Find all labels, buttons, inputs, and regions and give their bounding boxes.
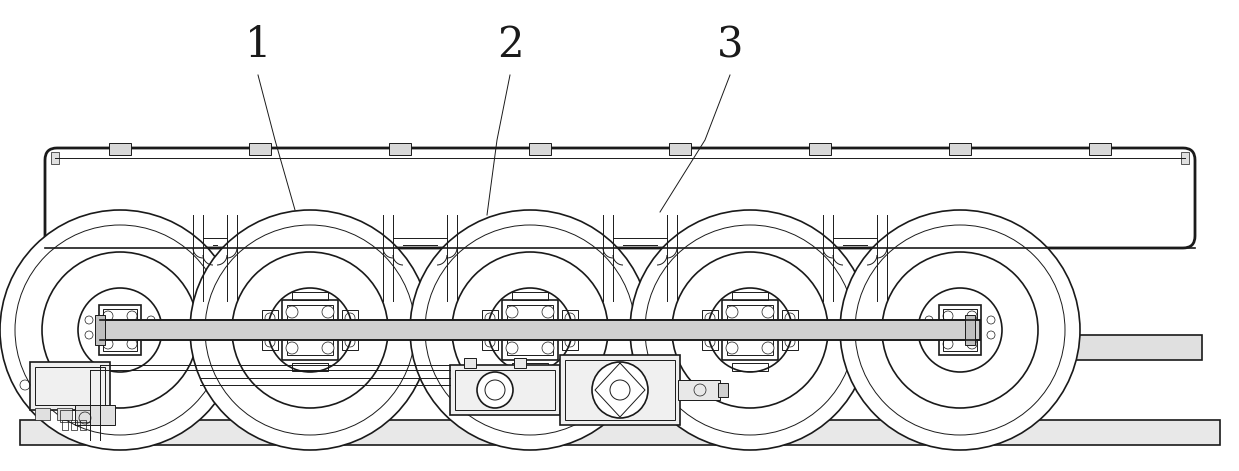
Bar (722, 300, 778, 360)
Bar (62, 420, 68, 430)
Circle shape (204, 225, 415, 435)
Bar (1089, 143, 1111, 155)
Circle shape (629, 210, 870, 450)
Bar (717, 383, 729, 397)
Bar (38, 335, 1202, 360)
Bar (35, 408, 50, 420)
Circle shape (762, 342, 774, 354)
Bar (512, 363, 548, 371)
Bar (1181, 152, 1189, 164)
Circle shape (232, 252, 388, 408)
Circle shape (882, 252, 1038, 408)
Bar (57, 408, 72, 420)
Circle shape (410, 210, 650, 450)
Bar (109, 143, 131, 155)
Bar (81, 420, 85, 430)
Bar (30, 362, 110, 410)
Circle shape (840, 210, 1080, 450)
Text: 3: 3 (716, 24, 743, 66)
Bar (261, 310, 278, 350)
Bar (51, 152, 59, 164)
Bar (463, 358, 476, 368)
Bar (35, 367, 105, 405)
Bar (678, 380, 720, 400)
Circle shape (108, 318, 133, 342)
Circle shape (855, 225, 1066, 435)
Circle shape (15, 225, 225, 435)
Bar (71, 420, 77, 430)
Bar (949, 143, 971, 155)
Bar (287, 305, 333, 355)
Bar (669, 143, 691, 155)
Bar (389, 143, 411, 155)
Circle shape (452, 252, 608, 408)
Bar (565, 360, 675, 420)
Circle shape (488, 288, 572, 372)
Circle shape (738, 318, 762, 342)
Bar (455, 370, 555, 410)
Bar (732, 363, 768, 371)
Bar (727, 305, 773, 355)
Circle shape (286, 342, 299, 354)
Circle shape (0, 210, 240, 450)
Circle shape (268, 288, 352, 372)
Circle shape (42, 252, 198, 408)
Bar (512, 292, 548, 300)
Bar (560, 355, 680, 425)
FancyBboxPatch shape (45, 148, 1194, 248)
Bar (563, 310, 579, 350)
Bar (282, 300, 338, 360)
Circle shape (506, 306, 518, 318)
Circle shape (541, 342, 554, 354)
Circle shape (78, 288, 162, 372)
Text: 1: 1 (245, 24, 271, 66)
Bar (99, 305, 141, 355)
Bar (482, 310, 498, 350)
Bar (782, 310, 798, 350)
Bar (292, 292, 328, 300)
Bar (965, 315, 975, 345)
Bar (514, 358, 527, 368)
Circle shape (477, 372, 513, 408)
Circle shape (541, 306, 554, 318)
Bar (450, 365, 560, 415)
Bar (939, 305, 981, 355)
Circle shape (286, 306, 299, 318)
Bar (76, 405, 115, 425)
Bar (59, 410, 90, 422)
Bar (100, 320, 980, 340)
Circle shape (726, 306, 738, 318)
Bar (703, 310, 717, 350)
Circle shape (299, 318, 322, 342)
Bar (502, 300, 558, 360)
Bar (95, 315, 105, 345)
Circle shape (707, 288, 792, 372)
Circle shape (948, 318, 973, 342)
Circle shape (592, 362, 648, 418)
Circle shape (762, 306, 774, 318)
Circle shape (518, 318, 541, 342)
Bar (809, 143, 831, 155)
Bar (20, 420, 1220, 445)
Bar (79, 408, 94, 420)
Circle shape (190, 210, 430, 450)
Circle shape (322, 342, 335, 354)
Circle shape (672, 252, 828, 408)
Circle shape (506, 342, 518, 354)
Bar (529, 143, 551, 155)
Text: 2: 2 (497, 24, 523, 66)
Bar (342, 310, 358, 350)
Circle shape (646, 225, 855, 435)
Circle shape (322, 306, 335, 318)
Bar (292, 363, 328, 371)
Circle shape (918, 288, 1002, 372)
Circle shape (726, 342, 738, 354)
Bar (507, 305, 553, 355)
Bar (103, 309, 138, 351)
Bar (943, 309, 978, 351)
Bar (249, 143, 271, 155)
Circle shape (425, 225, 636, 435)
Bar (732, 292, 768, 300)
